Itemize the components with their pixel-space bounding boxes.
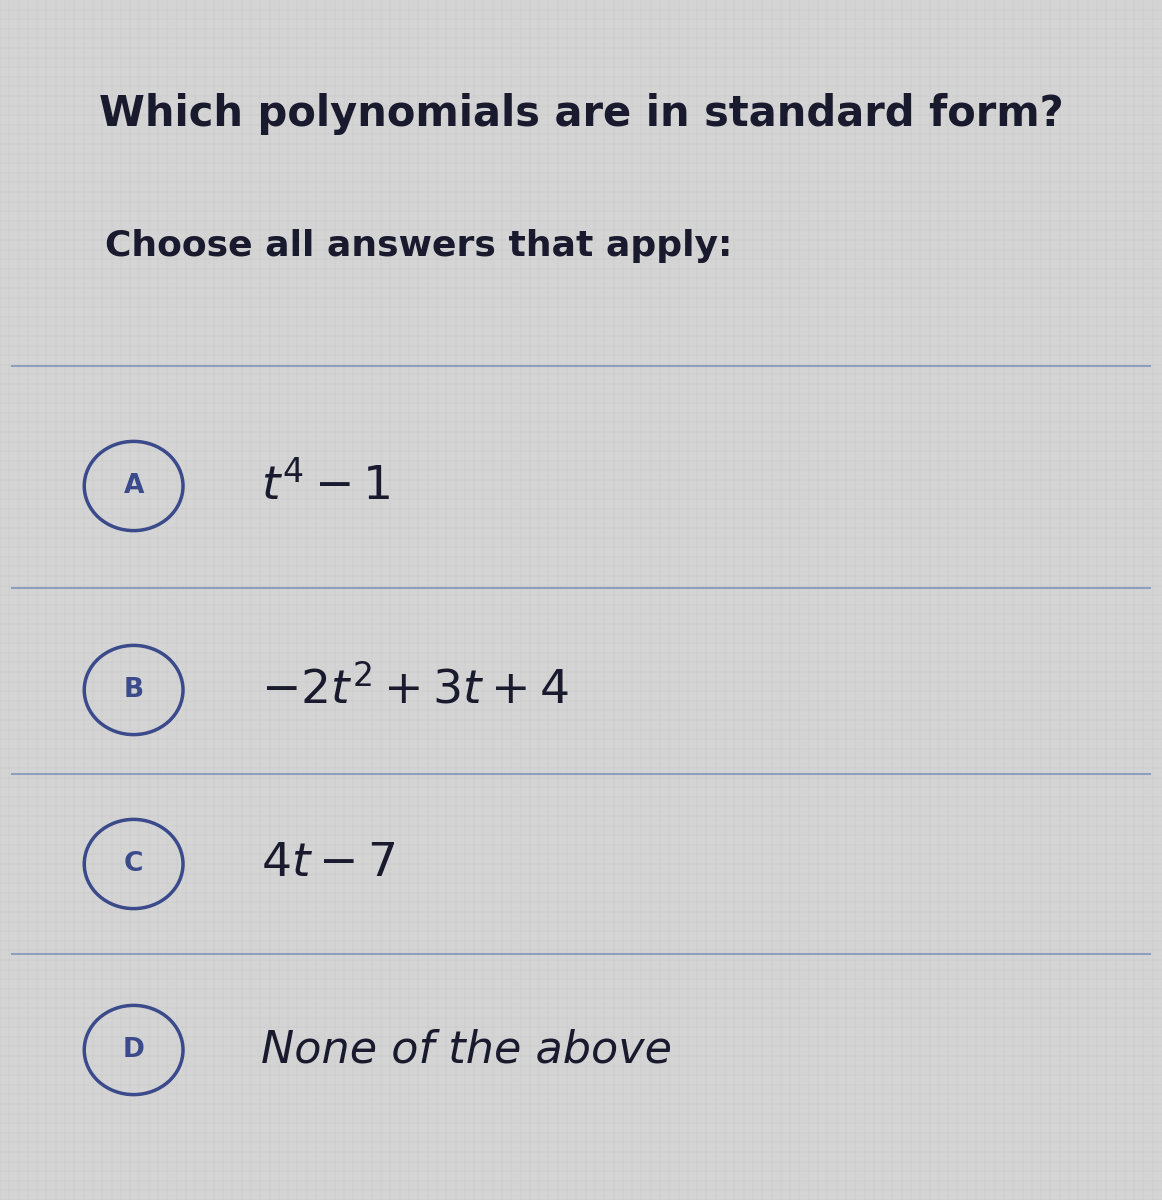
Text: Which polynomials are in standard form?: Which polynomials are in standard form? bbox=[99, 92, 1063, 134]
Text: D: D bbox=[123, 1037, 144, 1063]
Text: C: C bbox=[124, 851, 143, 877]
Text: Choose all answers that apply:: Choose all answers that apply: bbox=[105, 229, 732, 263]
Text: $4t - 7$: $4t - 7$ bbox=[261, 841, 396, 887]
Text: B: B bbox=[123, 677, 144, 703]
Text: $t^4 - 1$: $t^4 - 1$ bbox=[261, 462, 392, 510]
Text: $-2t^2 + 3t + 4$: $-2t^2 + 3t + 4$ bbox=[261, 666, 569, 714]
Text: A: A bbox=[123, 473, 144, 499]
Text: None of the above: None of the above bbox=[261, 1028, 673, 1072]
